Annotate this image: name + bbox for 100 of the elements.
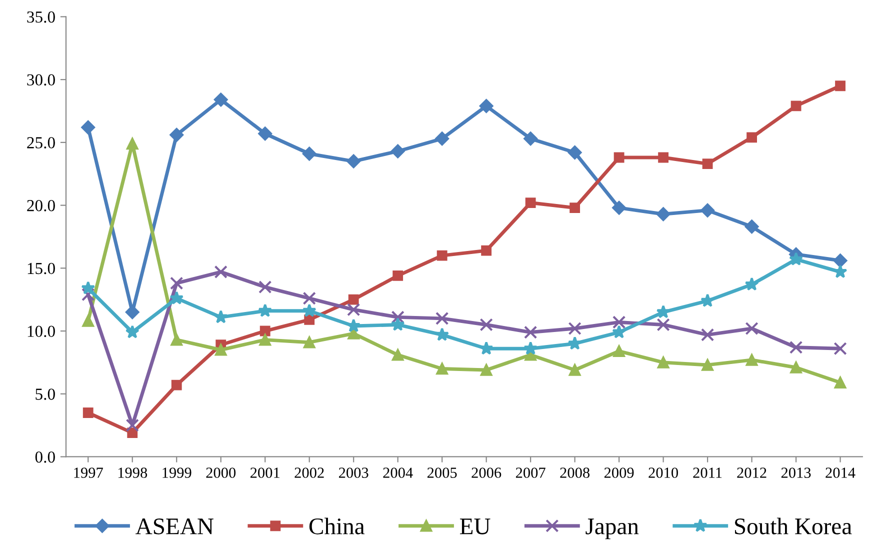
point — [612, 200, 626, 215]
point — [790, 100, 802, 112]
x-tick-label: 2002 — [294, 468, 324, 478]
y-tick-label: 15.0 — [28, 262, 55, 274]
point — [524, 132, 538, 146]
x-tick-label: 2003 — [338, 468, 368, 478]
point — [81, 120, 96, 134]
point — [436, 250, 448, 261]
point — [480, 318, 493, 332]
point — [436, 362, 448, 375]
point — [700, 203, 714, 218]
point — [258, 126, 272, 141]
point — [570, 202, 580, 214]
point — [258, 280, 272, 294]
point — [126, 418, 139, 432]
x-tick-label: 2014 — [826, 468, 856, 478]
point — [170, 334, 183, 346]
point — [744, 277, 759, 291]
point — [746, 132, 757, 143]
x-tick-label: 2010 — [648, 468, 678, 478]
point — [657, 356, 670, 368]
x-tick-label: 2011 — [693, 468, 722, 478]
point — [702, 158, 713, 170]
x-tick-label: 1997 — [74, 468, 103, 478]
point — [700, 294, 715, 307]
x-tick-label: 2005 — [427, 468, 457, 478]
point — [214, 92, 228, 107]
point — [656, 304, 670, 318]
point — [568, 322, 582, 336]
point — [302, 146, 316, 161]
point — [125, 324, 140, 338]
legend-label: EU — [460, 518, 490, 534]
x-tick-label: 2007 — [516, 468, 546, 478]
point — [346, 303, 360, 316]
x-tick-label: 1998 — [118, 468, 148, 478]
point — [789, 252, 804, 266]
point — [303, 336, 316, 348]
y-tick-label: 35.0 — [27, 11, 55, 23]
point — [346, 154, 361, 168]
point — [480, 364, 492, 376]
point — [260, 326, 270, 336]
y-tick-label: 5.0 — [36, 388, 55, 400]
legend-label: ASEAN — [136, 518, 214, 534]
x-tick-label: 1999 — [162, 468, 192, 478]
point — [479, 99, 494, 113]
point — [481, 245, 492, 256]
point — [391, 310, 404, 324]
point — [613, 345, 625, 358]
point — [656, 318, 670, 332]
x-tick-label: 2012 — [737, 468, 766, 478]
point — [789, 340, 803, 354]
point — [568, 364, 581, 376]
point — [302, 292, 316, 305]
point — [834, 376, 846, 388]
point — [348, 294, 359, 305]
point — [435, 132, 450, 146]
point — [304, 314, 315, 325]
point — [702, 359, 714, 371]
point — [746, 354, 758, 366]
point — [833, 254, 848, 268]
point — [612, 316, 626, 329]
point — [390, 144, 405, 158]
x-tick-label: 2000 — [206, 468, 236, 478]
x-tick-label: 2008 — [560, 468, 590, 478]
y-tick-label: 0.0 — [35, 451, 55, 463]
point — [170, 276, 184, 290]
point — [214, 310, 228, 324]
point — [568, 146, 582, 160]
point — [658, 152, 669, 163]
point — [302, 304, 316, 318]
point — [258, 304, 272, 318]
x-tick-label: 2004 — [383, 468, 413, 478]
point — [525, 198, 536, 208]
y-tick-label: 10.0 — [28, 326, 55, 338]
point — [392, 270, 404, 281]
x-tick-label: 2009 — [604, 468, 634, 478]
point — [614, 152, 624, 163]
point — [790, 362, 802, 374]
y-tick-label: 30.0 — [27, 74, 55, 86]
point — [612, 324, 626, 338]
point — [524, 326, 538, 339]
point — [82, 315, 94, 327]
point — [82, 288, 95, 302]
y-tick-label: 25.0 — [27, 137, 55, 148]
x-tick-label: 2013 — [781, 468, 811, 478]
point — [700, 328, 714, 342]
point — [125, 305, 140, 320]
point — [170, 291, 184, 304]
point — [390, 317, 405, 331]
point — [568, 336, 582, 350]
point — [214, 265, 228, 279]
legend-label: Japan — [586, 518, 639, 540]
point — [126, 138, 138, 150]
point — [835, 80, 846, 92]
point — [656, 207, 670, 222]
point — [834, 342, 847, 356]
point — [435, 327, 450, 341]
point — [170, 128, 184, 142]
legend-label: China — [309, 518, 365, 534]
point — [524, 341, 538, 355]
